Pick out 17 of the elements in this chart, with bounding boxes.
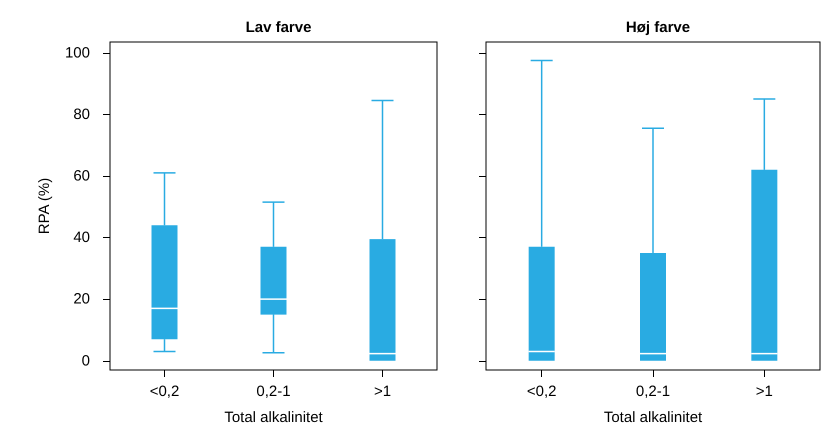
y-tick-label: 80 [73,106,90,123]
y-tick-label: 20 [73,290,90,308]
chart-title: Høj farve [626,19,690,36]
y-tick-label: 0 [82,352,90,370]
x-tick-label: 0,2-1 [256,383,291,400]
y-axis-title: RPA (%) [36,178,53,234]
chart-title: Lav farve [246,19,312,36]
x-tick-label: <0,2 [526,383,556,400]
x-tick-label: <0,2 [150,383,180,400]
x-axis-title: Total alkalinitet [224,409,324,426]
x-tick-label: >1 [374,383,392,400]
x-tick-label: >1 [756,383,773,400]
x-tick-label: 0,2-1 [636,383,670,400]
y-tick-label: 100 [64,44,90,62]
y-tick-label: 40 [73,229,90,246]
y-tick-label: 60 [73,167,90,184]
x-axis-title: Total alkalinitet [604,409,704,426]
